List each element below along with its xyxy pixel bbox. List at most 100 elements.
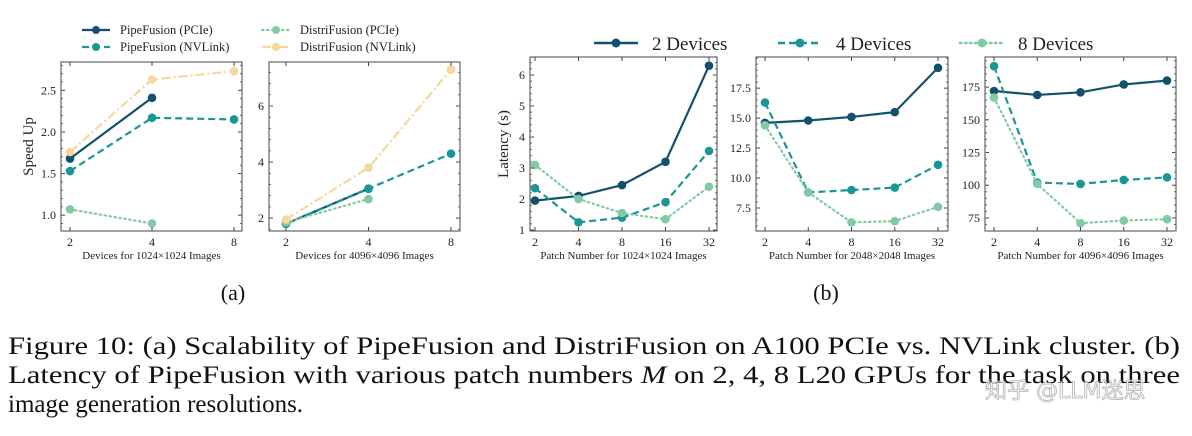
- data-point: [760, 121, 770, 130]
- data-point: [364, 194, 373, 204]
- y-axis-label: Latency (s): [496, 110, 512, 178]
- data-point: [530, 183, 540, 193]
- legend-marker: [272, 43, 280, 51]
- data-point: [890, 107, 900, 117]
- data-point: [1076, 179, 1085, 189]
- legend-label: PipeFusion (PCIe): [120, 23, 213, 37]
- y-tick-label: 75: [968, 211, 980, 225]
- data-point: [1162, 173, 1172, 182]
- data-point: [989, 86, 999, 96]
- x-tick-label: 8: [1078, 235, 1084, 249]
- x-tick-label: 32: [1161, 235, 1173, 249]
- series-line-2: [69, 116, 235, 172]
- data-point: [364, 184, 373, 193]
- data-point: [1032, 179, 1042, 189]
- y-tick-label: 12.5: [730, 141, 751, 155]
- y-tick-label: 1.0: [41, 208, 56, 222]
- y-tick-label: 2.0: [41, 125, 56, 139]
- x-axis-label: Patch Number for 1024×1024 Images: [540, 250, 706, 262]
- data-point: [704, 146, 714, 156]
- x-tick-label: 8: [448, 235, 454, 249]
- y-tick-label: 7.5: [736, 201, 751, 215]
- data-point: [229, 66, 239, 76]
- legend-marker: [795, 38, 805, 48]
- data-point: [847, 112, 856, 122]
- y-tick-label: 1: [519, 223, 525, 237]
- series-line-3: [992, 96, 1169, 225]
- data-point: [803, 188, 813, 197]
- data-point: [574, 218, 583, 227]
- y-tick-label: 6: [258, 99, 264, 113]
- x-tick-label: 2: [991, 235, 997, 249]
- subfigure-label-b: (b): [813, 280, 839, 305]
- data-point: [147, 219, 157, 228]
- legend-entry: DistriFusion (NVLink): [262, 40, 416, 54]
- data-point: [661, 197, 670, 207]
- y-tick-label: 175: [962, 80, 980, 94]
- legend-entry: 2 Devices: [594, 34, 727, 55]
- x-tick-label: 2: [762, 235, 768, 249]
- data-point: [1076, 88, 1085, 97]
- y-tick-label: 4: [258, 155, 264, 169]
- x-tick-label: 16: [1118, 235, 1130, 249]
- x-tick-label: 8: [849, 235, 855, 249]
- y-tick-label: 125: [962, 146, 980, 160]
- x-tick-label: 16: [889, 235, 901, 249]
- y-tick-label: 10.0: [730, 171, 751, 185]
- chart-panel-1: 2 4 8 1.0 1.5 2.0 2.5 Devices for 1024×1024 Ima…: [21, 61, 243, 262]
- caption-line-1: Figure 10: (a) Scalability of PipeFusion…: [8, 333, 1180, 360]
- chart-panels: 2 4 8 1.0 1.5 2.0 2.5 Devices for 1024×1024 Ima…: [21, 56, 1177, 262]
- data-point: [704, 182, 714, 191]
- y-tick-label: 4: [519, 130, 525, 144]
- x-axis-label: Patch Number for 4096×4096 Images: [997, 250, 1163, 262]
- x-tick-label: 2: [67, 235, 73, 249]
- x-tick-label: 8: [231, 235, 237, 249]
- y-axis-label: Speed Up: [21, 117, 37, 176]
- data-point: [890, 216, 900, 226]
- data-point: [704, 61, 714, 70]
- legend-label: 4 Devices: [836, 34, 911, 55]
- data-point: [229, 115, 239, 124]
- legend-marker: [272, 26, 280, 34]
- data-point: [281, 215, 291, 224]
- data-point: [847, 185, 856, 195]
- data-point: [1119, 80, 1129, 89]
- data-point: [1119, 175, 1129, 185]
- data-point: [1032, 90, 1042, 100]
- y-tick-label: 2: [258, 211, 264, 225]
- data-point: [147, 113, 157, 123]
- data-point: [1162, 76, 1172, 85]
- data-point: [989, 93, 999, 102]
- data-point: [446, 65, 456, 74]
- legend-entry: PipeFusion (PCIe): [82, 23, 213, 37]
- legend-label: DistriFusion (NVLink): [300, 40, 416, 54]
- data-point: [989, 61, 999, 71]
- data-point: [1076, 218, 1085, 228]
- legend-label: DistriFusion (PCIe): [300, 23, 399, 37]
- legend-entry: 8 Devices: [958, 34, 1093, 55]
- data-point: [364, 163, 373, 172]
- data-point: [574, 194, 583, 204]
- legend-marker: [977, 38, 987, 48]
- data-point: [1119, 216, 1129, 225]
- data-point: [661, 214, 670, 224]
- x-tick-label: 4: [805, 235, 811, 249]
- y-tick-label: 17.5: [730, 81, 751, 95]
- y-tick-label: 150: [962, 113, 980, 127]
- data-point: [617, 180, 627, 190]
- series-line-1: [69, 96, 153, 160]
- legend-marker: [611, 38, 621, 48]
- axes-frame: [60, 61, 243, 232]
- data-point: [847, 218, 856, 227]
- legend-marker: [92, 26, 100, 34]
- axes-frame: [529, 56, 718, 232]
- data-point: [933, 202, 943, 212]
- chart-panel-4: 2 4 8 16 32 7.5 10.0 12.5 15.0 17.5 Patch Number f…: [730, 56, 949, 262]
- y-tick-label: 1.5: [41, 167, 56, 181]
- data-point: [760, 98, 770, 107]
- x-tick-label: 16: [660, 235, 672, 249]
- x-axis-label: Patch Number for 2048×2048 Images: [769, 250, 935, 262]
- caption-line-2-post: on 2, 4, 8 L20 GPUs for the task on thre…: [666, 362, 1180, 389]
- x-tick-label: 4: [149, 235, 155, 249]
- x-tick-label: 4: [576, 235, 582, 249]
